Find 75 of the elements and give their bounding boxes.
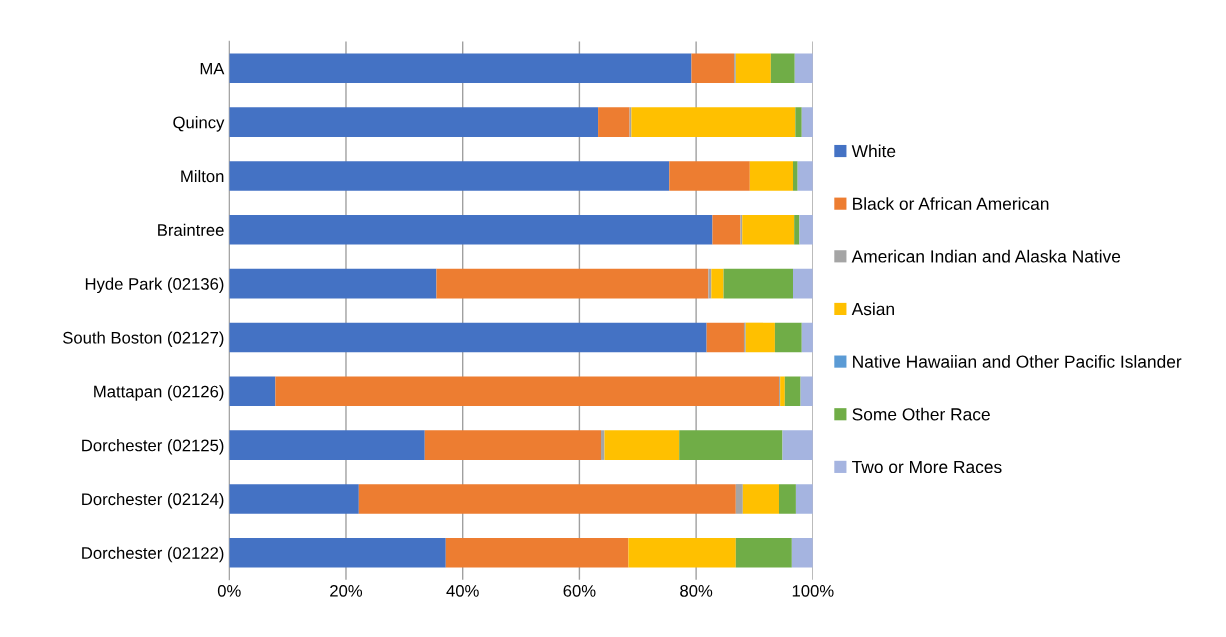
legend-label: Native Hawaiian and Other Pacific Islander [853,355,1182,368]
x-tick-label: 20% [330,584,363,597]
bar [229,215,713,245]
bar [735,484,743,514]
bar [742,215,795,245]
bar [229,53,692,84]
y-tick-label: Braintree [158,223,224,236]
bar [797,161,813,191]
bar [735,53,771,84]
bar [799,215,813,245]
bar [358,484,736,514]
bar [424,430,601,460]
x-tick-label: 40% [446,584,479,597]
bar [800,376,813,407]
x-tick-label: 80% [680,584,713,597]
bar [794,215,800,245]
bar [778,484,796,514]
y-tick-label: South Boston (02127) [63,331,224,347]
bar [774,322,802,353]
bar [598,107,630,137]
bar [679,430,783,460]
bar [712,215,741,245]
bar [691,53,735,84]
x-tick-label: 60% [563,584,596,597]
bar [229,161,670,191]
bar [784,376,801,407]
bar [436,268,709,299]
bar [780,376,785,407]
bar [711,268,724,299]
bar [745,322,775,353]
y-tick-label: Dorchester (02125) [82,439,224,455]
bar [229,537,446,568]
bar [749,161,793,191]
bar [275,376,779,407]
legend-label: Black or African American [853,197,1049,210]
bar [445,537,629,568]
bar [735,537,792,568]
bar [794,53,813,84]
bar [229,268,437,299]
y-tick-label: Quincy [173,116,225,132]
y-tick-label: Milton [181,169,224,183]
bar [628,537,736,568]
bar [669,161,750,191]
bar [793,268,813,299]
bar [801,107,813,137]
bar [229,107,599,137]
bar [742,484,779,514]
y-tick-label: Hyde Park (02136) [85,277,224,294]
legend-label: Two or More Races [852,461,1002,474]
legend-label: American Indian and Alaska Native [851,249,1121,263]
y-tick-label: Dorchester (02122) [82,546,224,563]
bar [706,322,744,353]
bar [601,430,605,460]
bar [723,268,793,299]
bar [795,107,802,137]
bar [770,53,795,84]
bar [793,161,798,191]
legend-label: Asian [851,302,894,316]
bar [604,430,680,460]
bar [791,537,813,568]
bar [229,322,707,353]
bar [782,430,813,460]
y-tick-label: Mattapan (02126) [94,385,224,401]
x-tick-label: 0% [217,584,241,597]
bar [229,376,276,407]
bar [229,484,359,514]
bar [631,107,796,137]
y-tick-label: MA [200,62,225,75]
bar [795,484,813,514]
x-tick-label: 100% [792,584,834,597]
y-tick-label: Dorchester (02124) [82,492,224,509]
bar [229,430,425,460]
legend-label: Some Other Race [852,407,990,421]
bar [708,268,712,299]
legend-label: White [851,144,896,158]
